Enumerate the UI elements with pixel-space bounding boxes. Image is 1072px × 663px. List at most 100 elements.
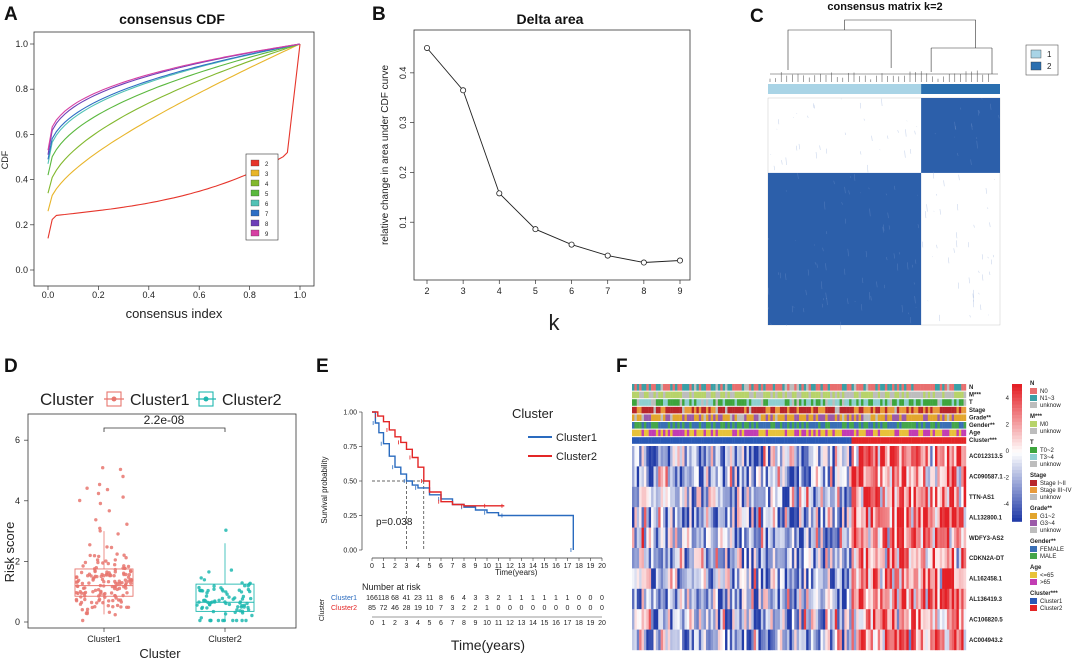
panel-f-heatmap-cell <box>694 507 697 528</box>
panel-f-annotation-cell <box>911 414 914 421</box>
panel-f-heatmap-cell <box>698 466 702 487</box>
panel-f-annotation-cell <box>753 406 757 414</box>
panel-f-heatmap-cell <box>710 466 714 487</box>
panel-f-heatmap-cell <box>636 527 640 549</box>
panel-f-annotation-cell <box>937 422 940 429</box>
panel-f-heatmap-cell <box>923 507 926 528</box>
panel-f-heatmap-cell <box>894 466 898 487</box>
panel-f-annotation-cell <box>732 437 735 444</box>
panel-f-heatmap-cell <box>856 446 859 467</box>
panel-f-heatmap-cell <box>956 548 960 569</box>
panel-f-annotation-cell <box>837 414 840 421</box>
panel-b-line <box>426 47 681 263</box>
panel-f-heatmap-cell <box>686 609 690 630</box>
risk-table-cell: 46 <box>391 605 399 612</box>
panel-f-legend: NN0N1~3unknowM***M0unknowTT0~2T3~4unknow… <box>1030 381 1072 612</box>
panel-f-gene-label: AC004943.2 <box>969 638 1003 644</box>
panel-f-heatmap-cell <box>751 466 754 487</box>
panel-f-annotation-cell <box>954 399 957 406</box>
panel-d-point <box>222 618 226 623</box>
panel-f-heatmap-cell <box>784 588 788 610</box>
panel-f-annotation-cell <box>660 399 664 406</box>
panel-f-heatmap-cell <box>636 609 640 630</box>
panel-f-heatmap-cell <box>803 486 807 508</box>
panel-f-annotation-cell <box>796 391 800 399</box>
panel-f-annotation-cell <box>799 406 802 414</box>
panel-f-annotation-cell <box>810 422 814 429</box>
panel-f-annotation-cell <box>951 437 955 444</box>
panel-f-heatmap-cell <box>880 609 883 630</box>
panel-f-heatmap-cell <box>799 446 802 467</box>
panel-f-annotation-cell <box>868 429 871 437</box>
panel-f-annotation-cell <box>849 399 852 406</box>
panel-f-annotation-cell <box>877 399 881 406</box>
panel-e-legend-label-2: Cluster2 <box>556 451 597 463</box>
panel-f-heatmap-cell <box>820 446 824 467</box>
panel-f-legend-swatch <box>1030 546 1037 552</box>
panel-c-noise <box>869 208 871 217</box>
panel-f-annotation-cell <box>896 429 900 437</box>
panel-f-heatmap-cell <box>667 629 671 651</box>
panel-f-heatmap-cell <box>746 568 750 589</box>
panel-f-heatmap-cell <box>877 466 881 487</box>
panel-f-legend-title: Stage <box>1030 473 1047 479</box>
risk-table-cell: 0 <box>577 605 581 612</box>
panel-c-noise <box>798 143 800 150</box>
panel-f-annotation-cell <box>667 414 671 421</box>
panel-f-heatmap-cell <box>658 588 661 610</box>
panel-f-annotation-cell <box>663 414 666 421</box>
panel-a-legend-label-7: 7 <box>265 212 269 218</box>
panel-c-noise <box>882 226 884 233</box>
panel-a-xlabel: consensus index <box>126 306 223 321</box>
panel-f-heatmap-cell <box>820 486 824 508</box>
panel-f-heatmap-cell <box>841 548 845 569</box>
panel-f-heatmap-cell <box>789 486 793 508</box>
panel-f-heatmap-cell <box>946 446 950 467</box>
panel-f-heatmap-cell <box>720 629 723 651</box>
panel-f-annotation-cell <box>861 429 864 437</box>
risk-table-cell: 0 <box>508 605 512 612</box>
panel-f-heatmap-cell <box>715 527 719 549</box>
panel-f-annotation-cell <box>808 399 812 406</box>
panel-f-annotation-cell <box>651 422 654 429</box>
panel-f-heatmap-cell <box>720 588 723 610</box>
panel-f-annotation-cell <box>920 429 924 437</box>
panel-f-annotation-cell <box>884 391 888 399</box>
panel-f-heatmap-cell <box>696 466 699 487</box>
panel-f-annotation-cell <box>889 414 893 421</box>
panel-f-legend-swatch <box>1030 527 1037 533</box>
panel-c-noise <box>844 132 846 136</box>
panel-f-annotation-cell <box>939 399 943 406</box>
panel-f-heatmap-cell <box>818 527 821 549</box>
panel-f-annotation-cell <box>889 399 893 406</box>
panel-f-heatmap-cell <box>951 527 955 549</box>
panel-d-point <box>89 600 94 605</box>
panel-f-heatmap-cell <box>951 548 955 569</box>
panel-f-annotation-cell <box>861 422 864 429</box>
panel-d-point <box>105 573 109 577</box>
panel-f-legend-swatch <box>1030 487 1037 493</box>
panel-f-annotation-cell <box>853 429 857 437</box>
panel-f-annotation-cell <box>810 414 814 421</box>
panel-f-heatmap-cell <box>636 588 640 610</box>
panel-f-annotation-cell <box>720 437 723 444</box>
panel-f-annotation-cell <box>884 406 888 414</box>
panel-f-heatmap-cell <box>725 629 728 651</box>
panel-f-annotation-cell <box>691 437 695 444</box>
panel-f-heatmap-cell <box>853 507 857 528</box>
panel-f-annotation-cell <box>739 384 742 391</box>
panel-f-heatmap-cell <box>779 588 783 610</box>
panel-f-heatmap-cell <box>729 446 733 467</box>
panel-c-noise <box>987 256 989 259</box>
panel-f-heatmap-cell <box>937 446 940 467</box>
panel-f-annotation-cell <box>784 422 788 429</box>
panel-f-heatmap-cell <box>725 507 728 528</box>
panel-f-annotation-cell <box>856 429 859 437</box>
panel-f-heatmap-cell <box>646 629 649 651</box>
panel-f-annotation-cell <box>705 384 709 391</box>
panel-c-noise <box>886 256 888 261</box>
panel-b-xtick-label: 2 <box>424 286 429 296</box>
risk-table-xtick-label: 15 <box>541 620 549 627</box>
panel-f-heatmap-cell <box>794 486 797 508</box>
panel-f-heatmap-cell <box>923 548 926 569</box>
